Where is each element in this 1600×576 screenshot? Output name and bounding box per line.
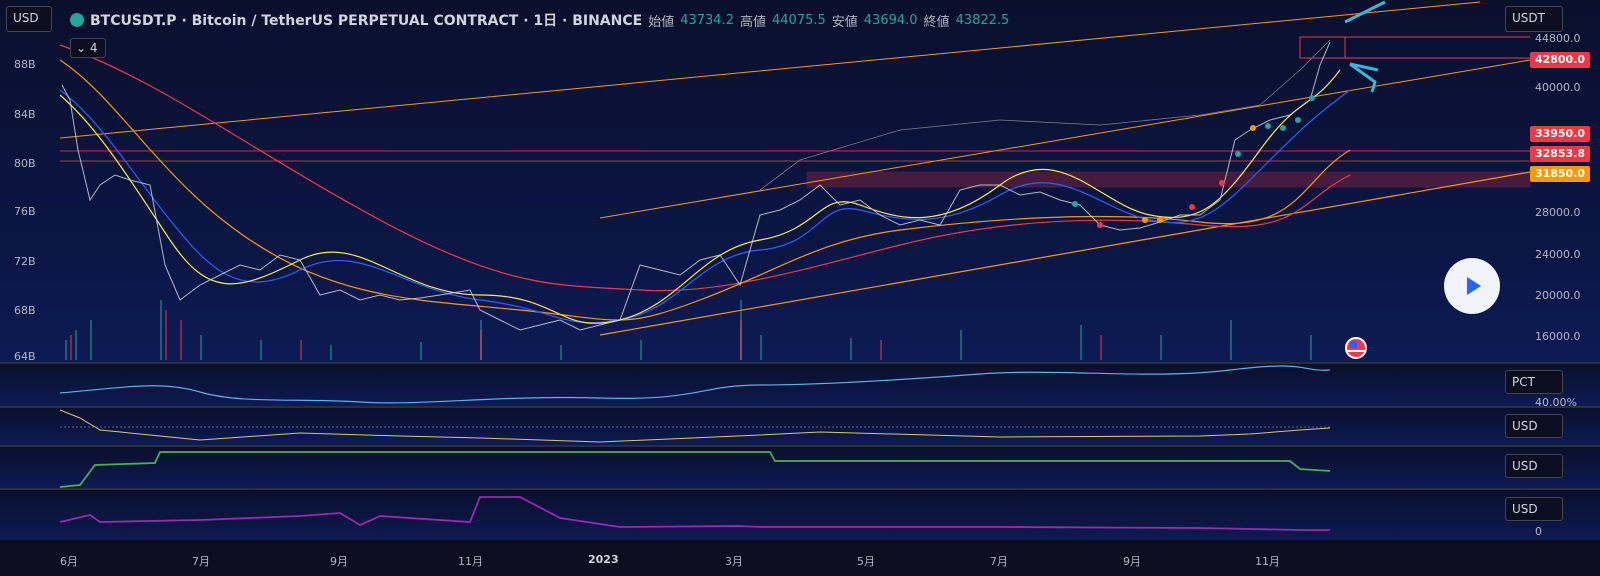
price-tag-33950: 33950.0: [1530, 126, 1590, 142]
ohlc-close-label: 終値: [923, 14, 950, 30]
left-axis-tick: 84B: [14, 108, 36, 121]
time-axis-tick-year: 2023: [588, 553, 619, 566]
left-axis-tick: 88B: [14, 58, 36, 71]
right-currency-button[interactable]: USDT: [1505, 6, 1563, 32]
symbol-title[interactable]: BTCUSDT.P · Bitcoin / TetherUS PERPETUAL…: [90, 13, 643, 29]
price-tag-32853: 32853.8: [1530, 146, 1590, 162]
right-axis-tick: 16000.0: [1535, 330, 1581, 343]
pane-separator[interactable]: [0, 362, 1600, 364]
right-axis-tick: 28000.0: [1535, 206, 1581, 219]
price-tag-31850: 31850.0: [1530, 166, 1590, 182]
play-button[interactable]: [1444, 258, 1500, 314]
left-axis-tick: 80B: [14, 157, 36, 170]
left-axis-tick: 64B: [14, 350, 36, 363]
time-axis-tick: 5月: [857, 555, 875, 568]
left-currency-button[interactable]: USD: [6, 6, 52, 32]
left-axis-tick: 72B: [14, 255, 36, 268]
pane-pct-label[interactable]: PCT: [1505, 370, 1563, 394]
time-axis-tick: 7月: [990, 555, 1008, 568]
indicator-pane-usd-2[interactable]: [0, 447, 1600, 488]
ohlc-close-value: 43822.5: [955, 12, 1010, 28]
pane-usd-3-tick: 0: [1535, 525, 1542, 538]
ohlc-high-value: 44075.5: [772, 12, 826, 28]
ohlc-low-value: 43694.0: [863, 12, 918, 28]
pane-separator[interactable]: [0, 488, 1600, 490]
pane-separator[interactable]: [0, 406, 1600, 408]
time-axis-tick: 6月: [60, 555, 78, 568]
right-axis-tick-clipped: 44800.0: [1535, 32, 1581, 45]
main-chart-pane[interactable]: [0, 0, 1600, 362]
right-axis-tick: 24000.0: [1535, 248, 1581, 261]
pane-separator[interactable]: [0, 445, 1600, 447]
right-axis-tick: 20000.0: [1535, 289, 1581, 302]
price-tag-42800: 42800.0: [1530, 52, 1590, 68]
ohlc-high-label: 高値: [739, 14, 766, 30]
time-axis-tick: 9月: [1123, 555, 1141, 568]
pane-usd-3-label[interactable]: USD: [1505, 497, 1563, 521]
time-axis-tick: 11月: [458, 555, 483, 568]
left-axis-tick: 68B: [14, 304, 36, 317]
left-axis-tick: 76B: [14, 205, 36, 218]
indicator-pane-pct[interactable]: [0, 364, 1600, 406]
indicators-toggle-button[interactable]: ⌄ 4: [70, 38, 106, 58]
right-axis-tick: 40000.0: [1535, 81, 1581, 94]
indicator-count: 4: [89, 41, 98, 55]
ohlc-open-value: 43734.2: [680, 12, 734, 28]
ohlc-low-label: 安値: [831, 14, 858, 30]
ohlc-open-label: 始値: [648, 14, 675, 30]
pane-usd-1-label[interactable]: USD: [1505, 414, 1563, 438]
symbol-header: BTCUSDT.P · Bitcoin / TetherUS PERPETUAL…: [70, 10, 1009, 30]
time-axis-tick: 11月: [1255, 555, 1280, 568]
symbol-logo-icon: [70, 13, 84, 27]
pane-usd-2-label[interactable]: USD: [1505, 454, 1563, 478]
chevron-down-icon: ⌄: [76, 41, 87, 55]
time-axis-tick: 7月: [192, 555, 210, 568]
indicator-pane-usd-1[interactable]: [0, 408, 1600, 445]
time-axis-tick: 3月: [725, 555, 743, 568]
us-flag-icon[interactable]: [1345, 337, 1367, 359]
play-icon: [1467, 277, 1481, 295]
pane-pct-tick: 40.00%: [1535, 396, 1577, 409]
time-axis-tick: 9月: [330, 555, 348, 568]
indicator-pane-usd-3[interactable]: [0, 490, 1600, 540]
